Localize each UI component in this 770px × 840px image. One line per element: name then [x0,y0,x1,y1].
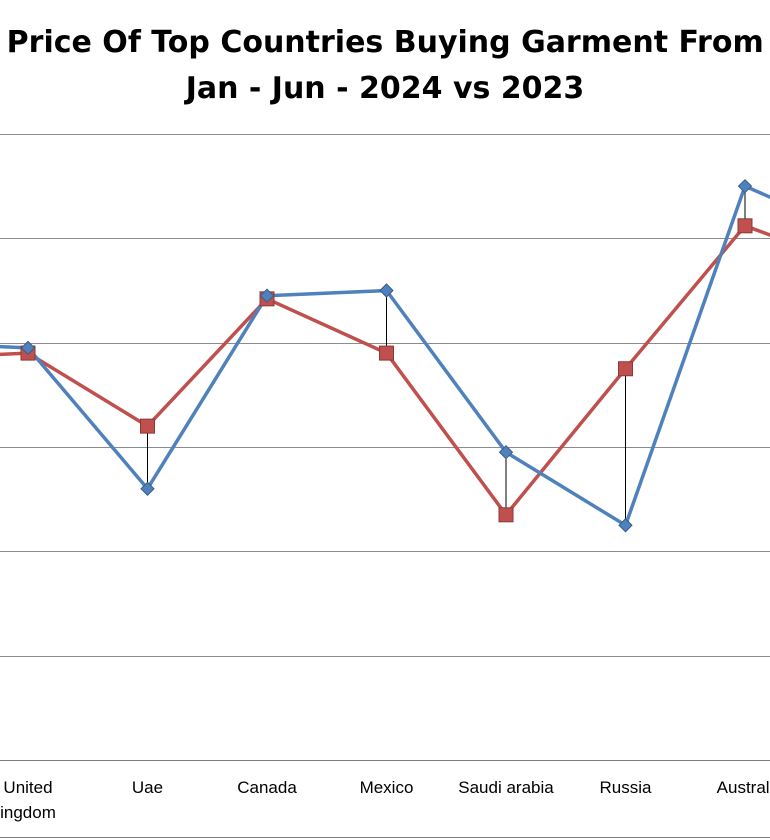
category-label: United [3,778,52,797]
series-1-point [737,178,753,194]
category-label: Russia [600,778,653,797]
category-label: Uae [132,778,163,797]
series-1-point [618,518,633,533]
series-1-point [259,288,275,303]
gridlines [0,134,770,838]
category-label: ingdom [0,803,56,822]
category-labels: United ingdom Uae Canada Mexico Saudi arabia R… [0,778,770,822]
series-1-point [140,481,155,496]
chart-title-line-2: Jan - Jun - 2024 vs 2023 [184,71,585,106]
series-1-point [20,340,36,356]
category-label: Australi [717,778,770,797]
series-2-point [379,345,394,361]
series-1-point [498,445,514,460]
category-label: Mexico [360,778,414,797]
series-line-2 [0,224,770,517]
series-2-point [140,418,155,434]
series-2-point [737,218,753,234]
series-1-point [379,283,394,298]
chart-title-line-1: ge Price Of Top Countries Buying Garment… [0,25,770,60]
category-label: Canada [237,778,297,797]
series-2-point [498,507,514,523]
series-2-point [618,361,633,377]
category-label: Saudi arabia [458,778,554,797]
series-markers [20,178,753,533]
